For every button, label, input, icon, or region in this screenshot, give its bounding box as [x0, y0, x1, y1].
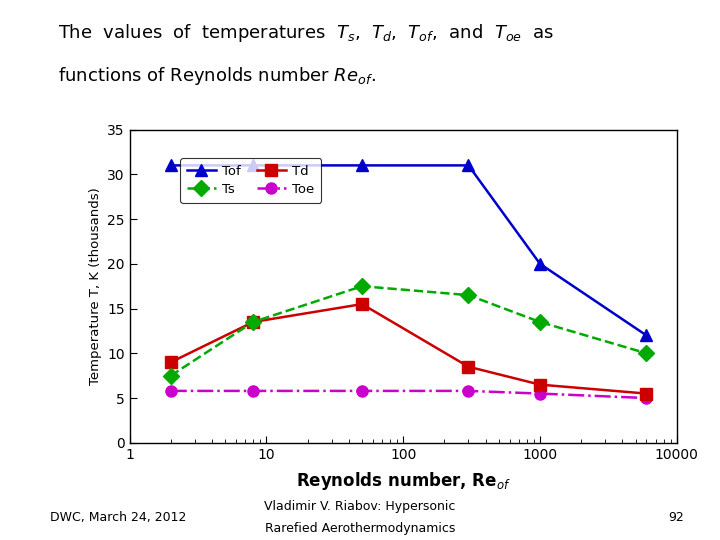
- Legend: Tof, Ts, Td, Toe: Tof, Ts, Td, Toe: [180, 158, 321, 202]
- Toe: [249, 388, 258, 394]
- Y-axis label: Temperature T, K (thousands): Temperature T, K (thousands): [89, 187, 102, 385]
- Ts: [166, 373, 175, 379]
- Line: Ts: Ts: [165, 281, 652, 381]
- Tof: [249, 162, 258, 168]
- Tof: [536, 261, 544, 267]
- Tof: [642, 332, 651, 339]
- Td: [642, 390, 651, 397]
- Text: 92: 92: [668, 511, 684, 524]
- Toe: [358, 388, 366, 394]
- Td: [464, 363, 473, 370]
- Text: Vladimir V. Riabov: Hypersonic: Vladimir V. Riabov: Hypersonic: [264, 500, 456, 513]
- Ts: [358, 283, 366, 289]
- Td: [249, 319, 258, 325]
- Text: Rarefied Aerothermodynamics: Rarefied Aerothermodynamics: [265, 522, 455, 535]
- Toe: [464, 388, 473, 394]
- Ts: [536, 319, 544, 325]
- Line: Tof: Tof: [165, 160, 652, 341]
- Td: [358, 301, 366, 307]
- Ts: [464, 292, 473, 299]
- Text: The  values  of  temperatures  $T_s$,  $T_d$,  $T_{of}$,  and  $T_{oe}$  as: The values of temperatures $T_s$, $T_d$,…: [58, 22, 554, 44]
- X-axis label: Reynolds number, Re$_{of}$: Reynolds number, Re$_{of}$: [296, 470, 510, 492]
- Toe: [642, 395, 651, 401]
- Text: functions of Reynolds number $\mathit{Re}_{of}$.: functions of Reynolds number $\mathit{Re…: [58, 65, 375, 87]
- Text: DWC, March 24, 2012: DWC, March 24, 2012: [50, 511, 186, 524]
- Toe: [536, 390, 544, 397]
- Line: Td: Td: [165, 299, 652, 399]
- Ts: [642, 350, 651, 356]
- Tof: [464, 162, 473, 168]
- Tof: [166, 162, 175, 168]
- Line: Toe: Toe: [165, 386, 652, 403]
- Toe: [166, 388, 175, 394]
- Td: [536, 381, 544, 388]
- Td: [166, 359, 175, 366]
- Ts: [249, 319, 258, 325]
- Tof: [358, 162, 366, 168]
